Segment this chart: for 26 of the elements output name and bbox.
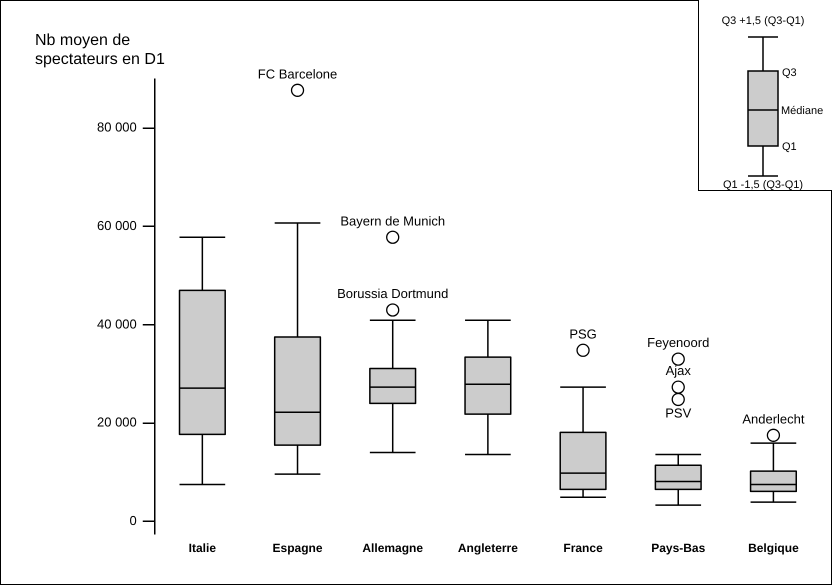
- annotation: Feyenoord: [647, 335, 710, 350]
- x-tick-label: Angleterre: [458, 541, 518, 556]
- y-tick-label: 80 000: [96, 120, 137, 135]
- annotation: Borussia Dortmund: [337, 286, 448, 302]
- annotation: Médiane: [781, 105, 824, 117]
- y-tick-label: 40 000: [96, 316, 137, 332]
- annotation: Q1: [782, 141, 797, 153]
- y-tick-label: 20 000: [96, 414, 137, 430]
- x-tick-label: Pays-Bas: [651, 541, 706, 556]
- x-tick-label: Belgique: [748, 541, 800, 556]
- x-tick-label: France: [563, 541, 604, 556]
- annotation: PSG: [569, 326, 597, 342]
- annotation: Ajax: [666, 363, 692, 378]
- y-axis-title: Nb moyen de spectateurs en D1: [35, 31, 166, 69]
- y-tick-label: 0: [130, 512, 137, 528]
- annotation: PSV: [665, 406, 692, 421]
- y-tick-label: 60 000: [96, 218, 137, 234]
- annotation: Q1 -1,5 (Q3-Q1): [722, 179, 804, 191]
- annotation: Anderlecht: [742, 411, 805, 426]
- annotation: Q3: [782, 67, 797, 79]
- x-tick-label: Espagne: [272, 541, 323, 556]
- text: Q3 +1,5 (Q3-Q1): [722, 15, 804, 27]
- annotation: FC Barcelone: [258, 66, 338, 82]
- annotation: Bayern de Munich: [340, 213, 446, 228]
- x-tick-label: Italie: [188, 541, 216, 556]
- x-tick-label: Allemagne: [362, 541, 424, 556]
